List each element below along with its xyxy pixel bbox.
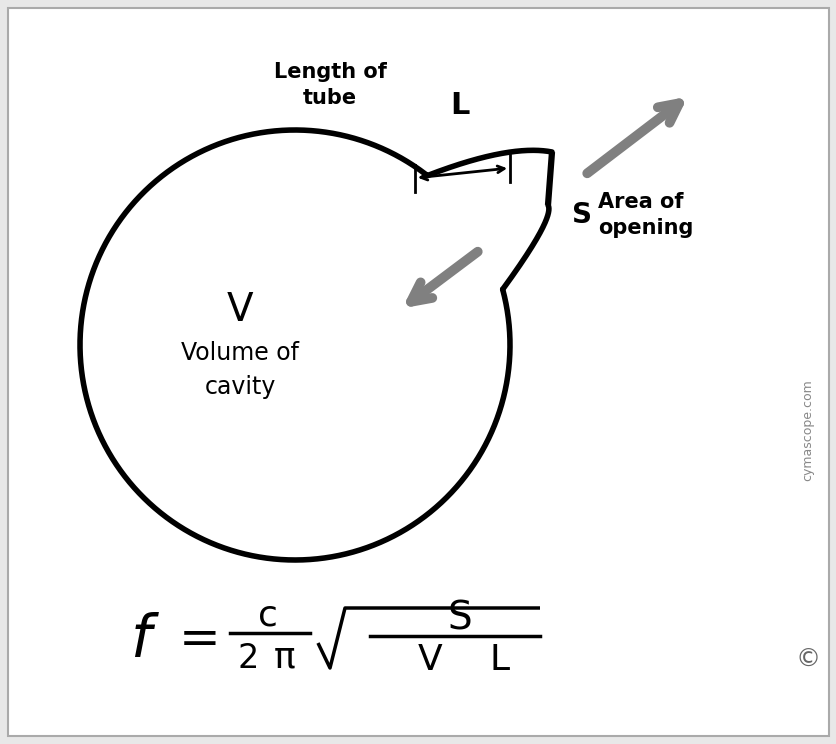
Polygon shape: [427, 150, 551, 289]
Text: π: π: [274, 641, 295, 675]
Text: =: =: [179, 616, 221, 664]
Circle shape: [82, 132, 507, 558]
Text: Volume of
cavity: Volume of cavity: [181, 341, 298, 399]
Text: ©: ©: [794, 648, 819, 672]
Text: L: L: [489, 643, 509, 677]
Text: 2: 2: [237, 641, 258, 675]
Text: S: S: [447, 599, 472, 637]
Text: c: c: [257, 598, 278, 632]
Text: cymascope.com: cymascope.com: [801, 379, 813, 481]
Text: S: S: [571, 201, 591, 229]
Text: V: V: [417, 643, 442, 677]
Text: Length of
tube: Length of tube: [273, 62, 386, 108]
Text: V: V: [227, 291, 253, 329]
Text: L: L: [450, 91, 469, 120]
Text: f: f: [130, 612, 150, 669]
Text: Area of
opening: Area of opening: [597, 192, 692, 238]
